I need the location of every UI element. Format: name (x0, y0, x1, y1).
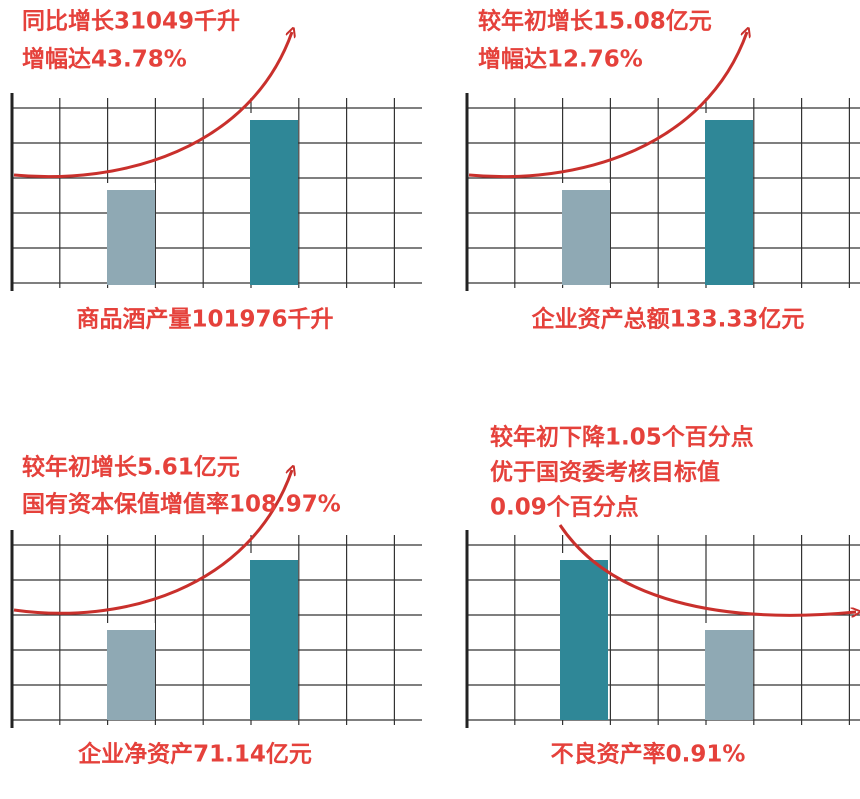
bar (250, 560, 298, 720)
bar-cap (250, 553, 298, 560)
note: 增幅达43.78% (22, 46, 187, 73)
bar-cap (705, 623, 753, 630)
bar (560, 560, 608, 720)
bar (562, 190, 610, 285)
bar (705, 120, 753, 285)
trend-arrow (13, 32, 292, 179)
note: 较年初增长15.08亿元 (478, 8, 712, 35)
bar (250, 120, 298, 285)
bar-cap (705, 113, 753, 120)
note: 较年初增长5.61亿元 (22, 454, 240, 481)
bar (107, 190, 155, 285)
graphics (10, 32, 860, 728)
bar-cap (250, 113, 298, 120)
label: 商品酒产量101976千升 (76, 306, 333, 333)
bar (107, 630, 155, 720)
bar-cap (560, 553, 608, 560)
note: 国有资本保值增值率108.97% (22, 491, 341, 518)
label: 不良资产率0.91% (551, 741, 746, 768)
bar (705, 630, 753, 720)
label: 企业净资产71.14亿元 (77, 741, 312, 768)
note: 0.09个百分点 (490, 495, 639, 521)
bar-cap (107, 183, 155, 190)
bar-cap (107, 623, 155, 630)
note: 较年初下降1.05个百分点 (490, 424, 754, 451)
label: 企业资产总额133.33亿元 (531, 306, 805, 333)
note: 同比增长31049千升 (22, 8, 240, 35)
note: 增幅达12.76% (478, 46, 643, 73)
trend-arrow (13, 470, 292, 615)
note: 优于国资委考核目标值 (490, 459, 720, 486)
trend-arrow (468, 32, 747, 179)
trend-arrow (558, 524, 856, 615)
bar-cap (562, 183, 610, 190)
